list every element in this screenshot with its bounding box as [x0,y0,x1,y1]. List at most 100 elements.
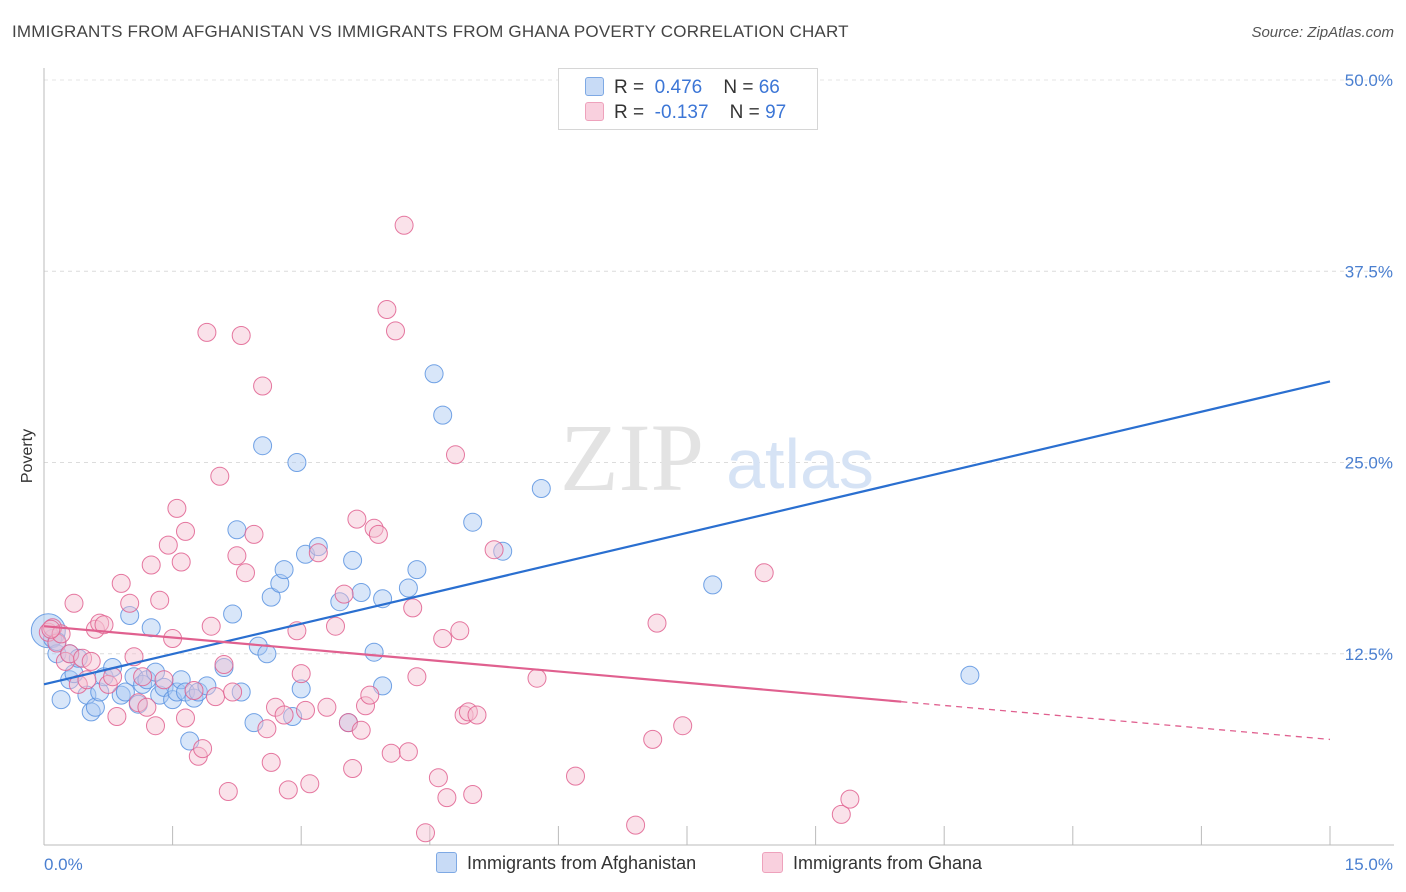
ghana-point [377,300,397,319]
ghana-point [754,563,774,583]
stats-row-ghana: R = -0.137 N = 97 [585,102,786,126]
ghana-point [184,681,204,700]
ghana-point [296,700,315,720]
ghana-point [356,696,375,716]
ghana-point [120,593,140,613]
r-value: 0.476 [654,77,703,98]
afghanistan-point [308,537,328,557]
ghana-point [527,668,547,688]
ghana-legend-swatch [762,852,783,873]
ghana-point [197,322,217,342]
ghana-point [386,321,405,341]
y-axis-label: Poverty [19,429,36,483]
tick-labels: 12.5% 25.0% 37.5% 50.0% 0.0% 15.0% [44,71,1393,874]
afghanistan-point [223,604,243,624]
afghanistan-point [398,578,418,598]
afghanistan-point [424,364,444,384]
n-value: 97 [765,102,787,123]
ghana-point [231,326,251,345]
source-label: Source: ZipAtlas.com [1251,24,1394,41]
stats-legend: R = 0.476 N = 66 R = -0.137 N = 97 [558,68,818,130]
ghana-point [218,782,238,801]
ghana-point [253,376,273,396]
ghana-trend-line-dashed [901,701,1331,741]
ghana-point [274,705,294,725]
afghanistan-legend-swatch [436,852,457,873]
r-label: R = [614,77,645,98]
legend-label: Immigrants from Afghanistan [467,853,697,873]
afghanistan-point [253,436,273,456]
ghana-point [176,521,195,541]
ghana-point [407,667,427,687]
ghana-point [437,788,457,808]
ghana-point [94,615,114,635]
ghana-point [128,693,148,713]
ghana-point [51,624,71,644]
afghanistan-point [407,560,427,580]
ghana-point [223,682,243,702]
watermark-atlas: atlas [726,425,874,503]
ghana-point [176,708,195,728]
n-value: 66 [758,77,780,98]
y-tick-label: 37.5% [1345,262,1393,281]
ghana-point [236,563,255,583]
ghana-point [291,664,311,684]
ghana-point [150,590,170,610]
ghana-point [210,466,230,486]
ghana-point [463,785,483,804]
ghana-point [347,509,367,529]
ghana-point [317,697,337,717]
ghana-point [360,685,380,705]
ghana-point [566,766,585,786]
ghana-point [261,752,281,772]
ghana-point [206,687,225,707]
afghanistan-point [433,405,453,425]
afghanistan-point [171,670,191,690]
ghana-point [416,823,435,843]
ghana-point [81,651,101,671]
ghana-swatch [585,102,604,121]
ghana-point [643,729,663,749]
afghanistan-point [960,665,980,685]
afghanistan-point [351,583,371,602]
afghanistan-point [531,479,551,498]
ghana-point [450,621,470,641]
ghana-point [227,546,247,566]
y-tick-label: 50.0% [1345,71,1393,90]
ghana-point [41,619,61,639]
ghana-point [193,739,213,759]
legend-item-afghanistan: Immigrants from Afghanistan [436,852,696,874]
ghana-point [394,215,414,235]
ghana-point [201,616,221,636]
afghanistan-point [51,690,71,710]
ghana-point [244,524,264,544]
ghana-point [64,593,84,613]
afghanistan-point [261,587,281,607]
x-tick-label-max: 15.0% [1345,855,1393,874]
ghana-point [398,742,418,762]
afghanistan-point [364,642,384,662]
ghana-point [403,598,423,618]
ghana-point [308,543,328,563]
afghanistan-trend-line [43,380,1331,686]
legend-item-ghana: Immigrants from Ghana [762,852,982,874]
ghana-point [831,804,851,824]
afghanistan-point [291,679,311,699]
y-tick-label: 12.5% [1345,645,1393,664]
ghana-point [146,716,165,736]
n-label: N = [723,77,754,98]
afghanistan-point [463,512,483,532]
watermark-zip: ZIP [560,404,704,511]
r-value: -0.137 [654,102,709,123]
ghana-point [171,552,191,572]
afghanistan-point [85,697,105,717]
stats-row-afghanistan: R = 0.476 N = 66 [585,77,780,101]
afghanistan-point [274,560,294,580]
ghana-point [381,743,401,763]
r-label: R = [614,102,645,123]
ghana-point [141,555,161,575]
ghana-point [368,524,388,544]
ghana-point [107,707,127,726]
ghana-point [133,667,153,687]
ghana-point [433,629,453,648]
